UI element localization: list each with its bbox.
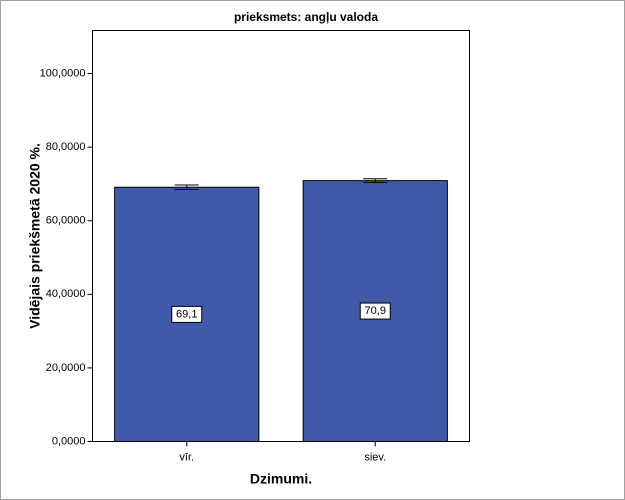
y-tick-label: 80,0000 — [46, 141, 86, 153]
data-label: 69,1 — [176, 308, 197, 320]
y-tick-label: 20,0000 — [46, 362, 86, 374]
error-bar — [174, 184, 199, 190]
y-tick-label: 40,0000 — [46, 288, 86, 300]
label-box — [171, 305, 203, 323]
chart-title: prieksmets: angļu valoda — [234, 10, 378, 24]
x-tick-label: siev. — [364, 451, 386, 463]
label-box — [359, 302, 391, 320]
y-tick-label: 60,0000 — [46, 215, 86, 227]
x-axis-label: Dzimumi. — [250, 471, 312, 487]
y-tick-label: 0,0000 — [52, 435, 86, 447]
y-axis-label: Vidējais priekšmetā 2020 %. — [27, 143, 43, 329]
error-bar — [363, 178, 388, 183]
x-tick-label: vīr. — [179, 451, 194, 463]
data-label: 70,9 — [365, 305, 386, 317]
y-tick-label: 100,0000 — [40, 67, 86, 79]
